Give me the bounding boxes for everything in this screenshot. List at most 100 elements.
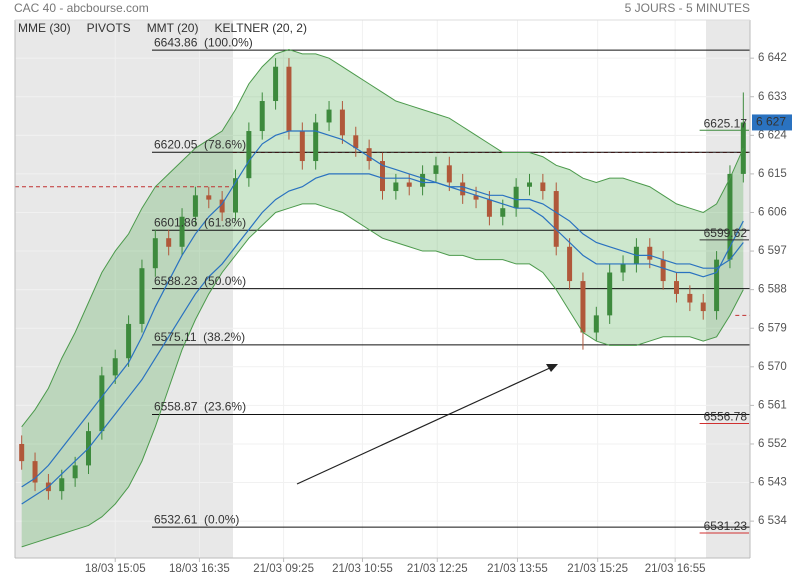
y-tick-label: 6 534 — [758, 515, 787, 527]
candle-body — [286, 66, 292, 132]
candle-body — [700, 302, 706, 312]
x-tick-label: 21/03 15:25 — [567, 563, 628, 575]
candle-body — [473, 195, 479, 200]
pivot-label: 6531.23 — [704, 519, 748, 533]
candle-body — [687, 293, 693, 303]
legend-entry: MME (30) — [18, 21, 71, 35]
chart-title: CAC 40 - abcbourse.com — [14, 1, 149, 15]
candle-body — [59, 478, 65, 492]
keltner-fill — [21, 49, 744, 547]
candle-body — [179, 216, 185, 247]
candle-body — [486, 199, 492, 217]
y-tick-label: 6 588 — [758, 284, 787, 296]
candle-body — [192, 195, 198, 217]
candle-body — [72, 465, 78, 479]
candle-body — [406, 182, 412, 187]
candle-body — [393, 182, 399, 192]
y-tick-label: 6 561 — [758, 399, 787, 411]
candle-body — [19, 443, 25, 462]
legend-entry: MMT (20) — [147, 21, 199, 35]
candle-body — [219, 199, 225, 213]
pivot-label: 6599.62 — [704, 226, 748, 240]
candle-body — [273, 66, 279, 102]
candle-body — [660, 259, 666, 282]
candle-body — [339, 109, 345, 136]
legend-entry: PIVOTS — [87, 21, 131, 35]
x-tick-label: 21/03 13:55 — [487, 563, 548, 575]
x-tick-label: 21/03 09:25 — [253, 563, 314, 575]
annotation-arrow — [296, 366, 553, 485]
fib-label: 6532.61 (0.0%) — [154, 512, 239, 526]
candle-body — [446, 165, 452, 183]
candle-body — [647, 246, 653, 260]
fib-label: 6558.87 (23.6%) — [154, 400, 246, 414]
candle-body — [259, 101, 265, 132]
x-tick-label: 18/03 16:35 — [169, 563, 230, 575]
candle-body — [366, 148, 372, 162]
candle-body — [567, 246, 573, 282]
y-tick-label: 6 606 — [758, 207, 787, 219]
candle-body — [246, 131, 252, 179]
candle-body — [500, 208, 506, 217]
candle-body — [353, 135, 359, 149]
candle-body — [32, 461, 38, 483]
candle-body — [166, 238, 172, 247]
candle-body — [206, 195, 212, 200]
legend-entry: KELTNER (20, 2) — [214, 21, 306, 35]
keltner-upper — [21, 49, 744, 428]
y-tick-label: 6 633 — [758, 91, 787, 103]
x-tick-label: 21/03 12:25 — [407, 563, 468, 575]
keltner-lower — [21, 203, 744, 548]
fib-label: 6643.86 (100.0%) — [154, 35, 253, 49]
candle-body — [553, 191, 559, 247]
pivot-label: 6625.17 — [704, 116, 748, 130]
mme-line — [21, 173, 744, 505]
y-tick-label: 6 615 — [758, 168, 787, 180]
x-tick-label: 21/03 10:55 — [332, 563, 393, 575]
x-tick-label: 21/03 16:55 — [645, 563, 706, 575]
candle-body — [674, 281, 679, 294]
candle-body — [513, 186, 519, 209]
candle-body — [727, 173, 733, 260]
candle-body — [527, 182, 532, 187]
fib-label: 6588.23 (50.0%) — [154, 274, 246, 288]
y-tick-label: 6 570 — [758, 361, 787, 373]
mmt-line — [21, 130, 744, 488]
chart-subtitle: 5 JOURS - 5 MINUTES — [625, 1, 750, 15]
fib-label: 6575.11 (38.2%) — [154, 330, 245, 344]
pivot-label: 6556.78 — [704, 410, 748, 424]
fib-label: 6620.05 (78.6%) — [154, 137, 246, 151]
candle-body — [152, 238, 158, 269]
candle-body — [714, 259, 720, 312]
candle-body — [326, 109, 332, 123]
x-tick-label: 18/03 15:05 — [85, 563, 146, 575]
price-tag-label: 6 627 — [756, 115, 786, 129]
y-tick-label: 6 597 — [758, 245, 787, 257]
arrow-head — [546, 364, 558, 372]
y-tick-label: 6 579 — [758, 322, 787, 334]
candle-body — [607, 272, 613, 316]
candle-body — [126, 323, 132, 359]
candle-body — [620, 263, 626, 273]
candle-body — [139, 268, 145, 324]
candle-body — [460, 182, 466, 196]
candle-body — [313, 122, 319, 162]
candle-body — [433, 165, 439, 174]
candle-body — [540, 182, 546, 192]
candle-body — [380, 161, 385, 192]
candle-body — [593, 315, 599, 333]
candle-body — [580, 281, 586, 333]
candle-body — [112, 358, 118, 376]
candle-body — [420, 173, 426, 187]
y-tick-label: 6 552 — [758, 438, 787, 450]
candle-body — [299, 131, 305, 162]
price-tag — [752, 114, 792, 131]
candle-body — [99, 375, 105, 432]
fib-label: 6601.86 (61.8%) — [154, 215, 246, 229]
y-tick-label: 6 642 — [758, 52, 787, 64]
y-tick-label: 6 543 — [758, 477, 787, 489]
candle-body — [233, 178, 238, 213]
y-tick-label: 6 624 — [758, 129, 787, 141]
